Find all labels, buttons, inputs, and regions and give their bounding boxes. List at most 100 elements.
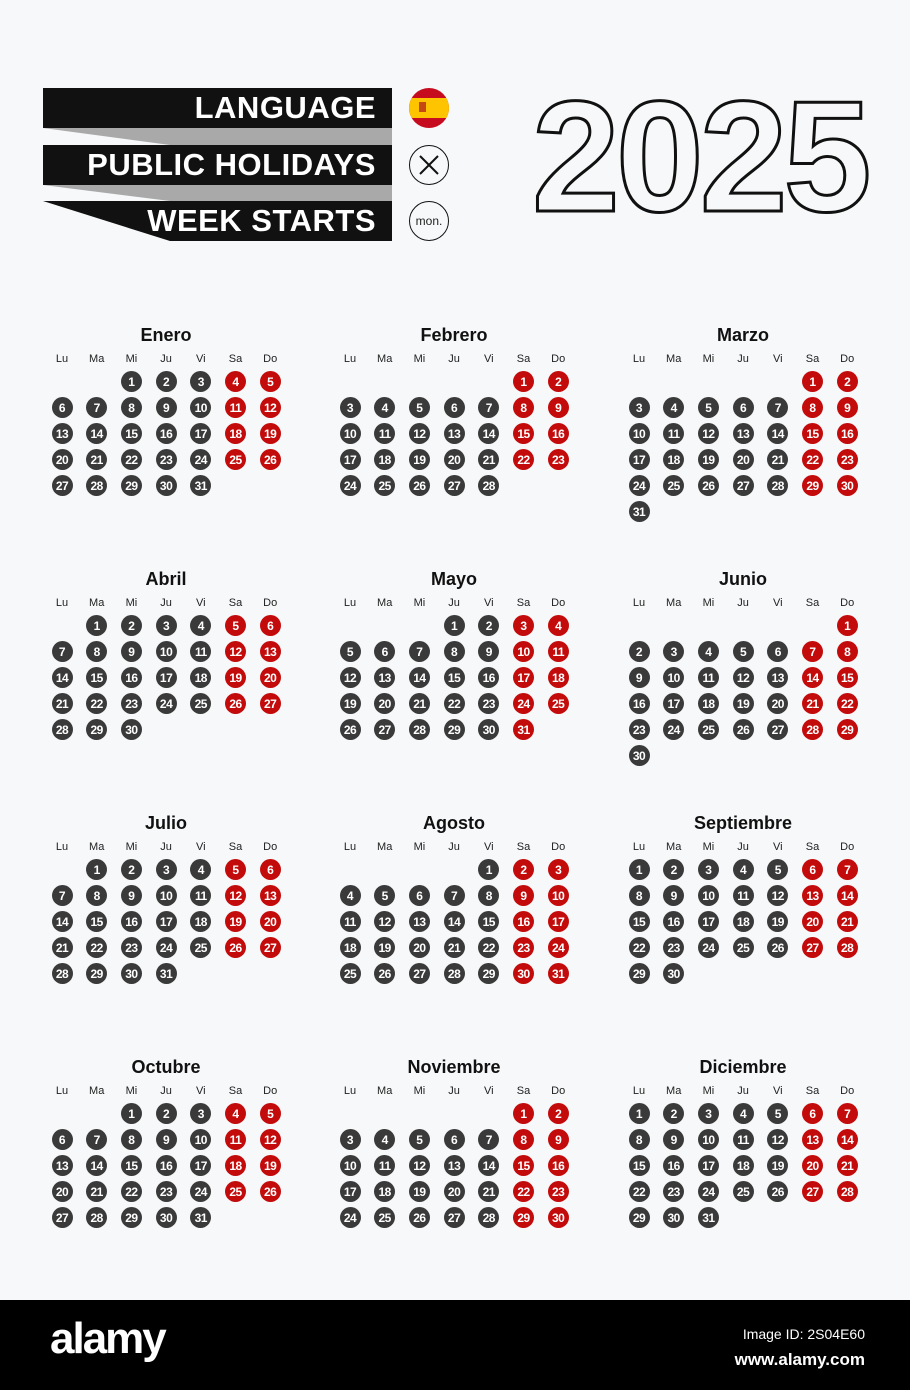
day: 3 [339,1129,361,1150]
day: 28 [86,475,108,496]
day: 15 [628,1155,650,1176]
day: 12 [408,423,430,444]
day: 5 [732,641,754,662]
spain-flag-icon [409,88,449,128]
day: 18 [697,693,719,714]
weekend-day: 14 [836,1129,858,1150]
weekday-label: Lu [343,841,357,853]
day: 13 [408,911,430,932]
weekday-label: Ju [448,1085,460,1097]
day: 14 [478,1155,500,1176]
day: 8 [120,397,142,418]
day: 25 [374,1207,396,1228]
day: 11 [732,885,754,906]
weekend-day: 27 [802,1181,823,1202]
weekday-label: Do [263,353,278,365]
weekday-label: Ma [377,841,393,853]
weekday-label: Ju [160,841,172,853]
weekend-day: 19 [259,1155,281,1176]
day: 31 [190,1207,212,1228]
day: 20 [408,937,430,958]
weekend-day: 18 [225,423,246,444]
footer-bar: alamy Image ID: 2S04E60 www.alamy.com [0,1300,910,1390]
day: 4 [732,1103,754,1124]
public-holidays-label: PUBLIC HOLIDAYS [87,147,376,182]
weekend-day: 23 [836,449,858,470]
day: 18 [732,1155,754,1176]
day: 27 [443,1207,465,1228]
day: 13 [374,667,396,688]
weekday-label: Do [551,1085,566,1097]
day: 21 [443,937,465,958]
day: 2 [120,859,142,880]
weekend-day: 24 [513,693,534,714]
day: 29 [628,1207,650,1228]
day: 1 [86,859,108,880]
weekend-day: 19 [225,667,246,688]
day: 29 [628,963,650,984]
day: 16 [155,1155,177,1176]
day: 4 [190,859,212,880]
day: 3 [190,371,212,392]
day: 7 [86,397,108,418]
weekday-label: Sa [228,1085,243,1097]
weekday-label: Ma [89,841,105,853]
day: 31 [190,475,212,496]
day: 4 [374,1129,396,1150]
month-title: Noviembre [407,1057,501,1077]
day: 14 [86,423,108,444]
weekday-label: Mi [413,353,426,365]
day: 15 [443,667,465,688]
weekday-label: Ju [737,353,749,365]
day: 27 [732,475,754,496]
weekend-day: 27 [259,937,281,958]
site-link[interactable]: www.alamy.com [734,1350,865,1369]
day: 14 [86,1155,108,1176]
weekend-day: 2 [513,859,534,880]
day: 10 [155,885,177,906]
day: 25 [697,719,719,740]
day: 24 [339,475,361,496]
image-id: Image ID: 2S04E60 [742,1326,865,1342]
day: 9 [478,641,500,662]
weekday-label: Mi [125,353,138,365]
day: 13 [51,1155,73,1176]
year-title: 2025 [531,69,873,245]
weekday-label: Vi [773,841,783,853]
weekday-label: Ma [666,353,682,365]
day: 10 [190,1129,212,1150]
weekend-day: 8 [513,1129,534,1150]
month-title: Agosto [423,813,485,833]
day: 24 [190,449,212,470]
weekday-label: Mi [702,841,715,853]
weekday-label: Lu [55,597,69,609]
weekday-label: Sa [516,353,531,365]
weekend-day: 13 [259,885,281,906]
day: 30 [120,719,142,740]
weekday-label: Mi [702,1085,715,1097]
weekend-day: 20 [802,911,823,932]
alamy-logo: alamy [50,1314,167,1363]
day: 12 [374,911,396,932]
day: 11 [374,1155,396,1176]
day: 25 [663,475,685,496]
day: 7 [478,397,500,418]
day: 18 [374,449,396,470]
day: 23 [155,1181,177,1202]
weekday-label: Ju [448,353,460,365]
day: 1 [120,371,142,392]
weekend-day: 27 [259,693,281,714]
day: 16 [628,693,650,714]
weekend-day: 8 [836,641,858,662]
weekday-label: Do [840,1085,855,1097]
day: 12 [732,667,754,688]
day: 10 [190,397,212,418]
day: 12 [339,667,361,688]
day: 14 [51,911,73,932]
day: 9 [120,641,142,662]
day: 23 [120,693,142,714]
day: 19 [408,449,430,470]
day: 17 [697,911,719,932]
weekday-label: Do [551,597,566,609]
day: 29 [120,475,142,496]
